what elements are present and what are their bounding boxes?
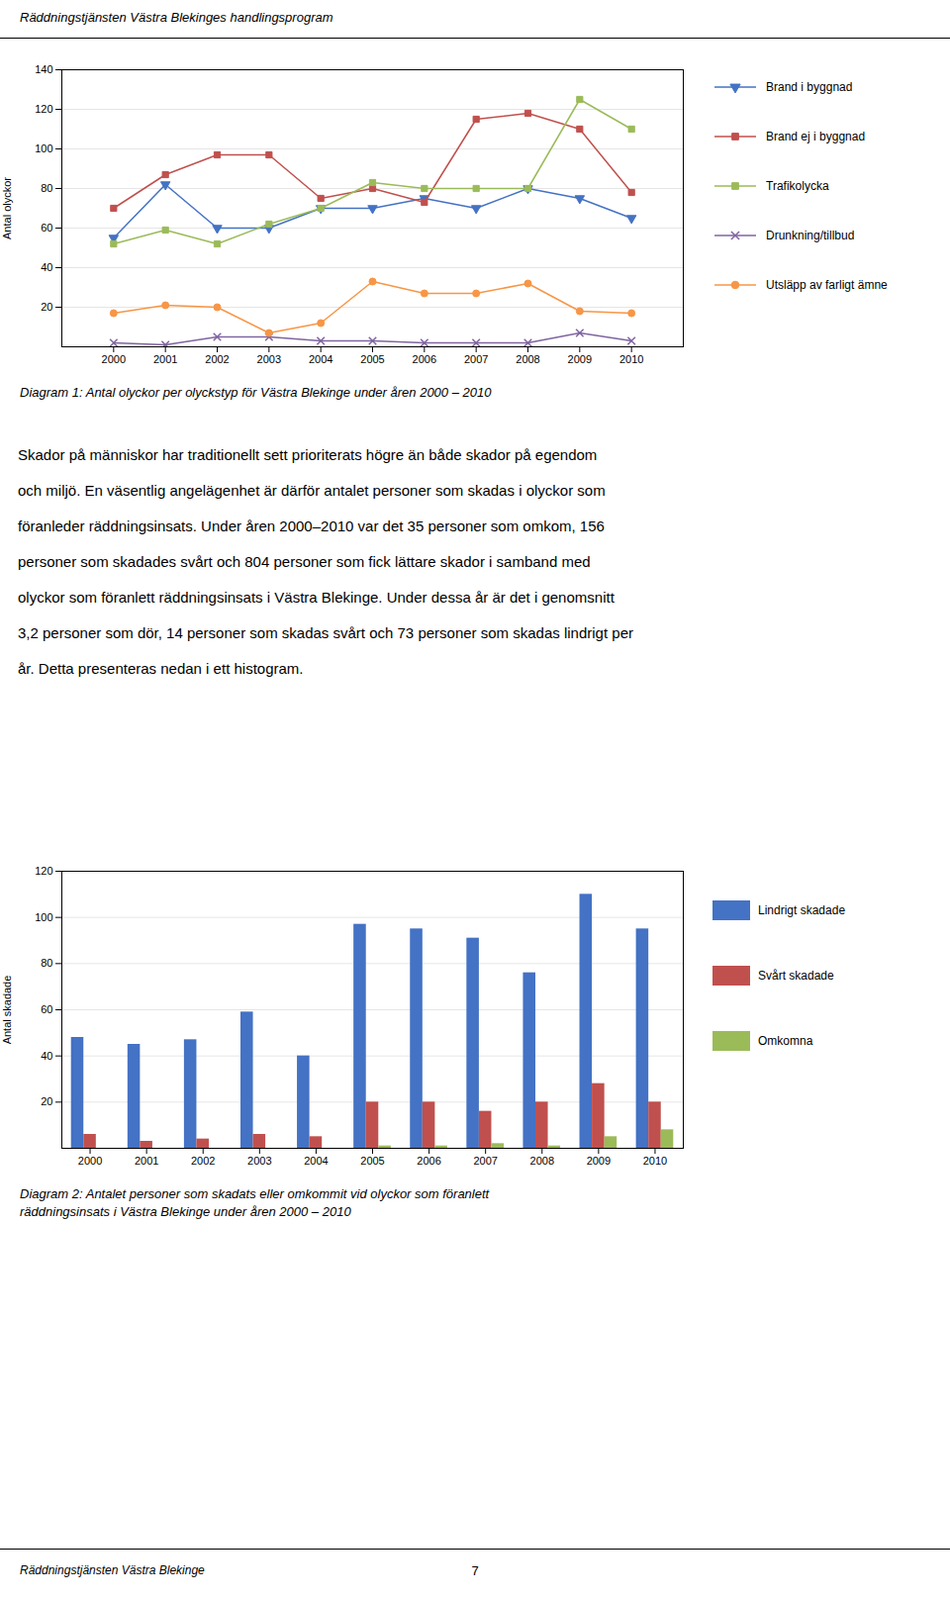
svg-text:20: 20	[40, 1095, 53, 1108]
svg-text:2006: 2006	[412, 353, 437, 366]
svg-text:2003: 2003	[257, 353, 282, 366]
svg-text:2002: 2002	[190, 1154, 215, 1167]
html-text:Trafikolycka: Trafikolycka	[765, 179, 829, 193]
svg-text:2005: 2005	[360, 1154, 384, 1167]
svg-text:60: 60	[40, 1003, 53, 1016]
html-text:Skador på människor har tradit: Skador på människor har traditionellt se…	[17, 446, 598, 464]
svg-text:2007: 2007	[464, 353, 488, 366]
html-text:Brand ej i byggnad: Brand ej i byggnad	[765, 129, 865, 144]
svg-text:60: 60	[40, 221, 53, 234]
svg-text:2001: 2001	[153, 353, 178, 366]
svg-text:2003: 2003	[247, 1154, 272, 1167]
html-text:föranleder räddningsinsats. Un: föranleder räddningsinsats. Under åren 2…	[17, 517, 605, 535]
html-text:3,2 personer som dör, 14 perso: 3,2 personer som dör, 14 personer som sk…	[17, 624, 634, 642]
html-text:Lindrigt skadade: Lindrigt skadade	[758, 903, 846, 918]
svg-text:2001: 2001	[134, 1154, 159, 1167]
svg-text:2004: 2004	[308, 353, 333, 366]
html-text:och miljö. En väsentlig angelä: och miljö. En väsentlig angelägenhet är …	[17, 481, 606, 499]
html-text:Utsläpp av farligt ämne: Utsläpp av farligt ämne	[765, 278, 888, 292]
svg-text:2000: 2000	[101, 353, 126, 366]
svg-text:2008: 2008	[515, 353, 540, 366]
svg-text:2009: 2009	[586, 1154, 611, 1167]
svg-text:2005: 2005	[360, 353, 384, 366]
html-text:Diagram 1: Antal olyckor per o: Diagram 1: Antal olyckor per olyckstyp f…	[19, 384, 492, 400]
html-text:7: 7	[471, 1563, 479, 1579]
html-text:Räddningstjänsten Västra Bleki: Räddningstjänsten Västra Blekinge	[19, 1563, 205, 1578]
svg-text:2004: 2004	[303, 1154, 328, 1167]
svg-text:2000: 2000	[78, 1154, 102, 1167]
svg-text:100: 100	[34, 911, 53, 924]
svg-text:Antal skadade: Antal skadade	[0, 975, 13, 1045]
svg-text:2008: 2008	[530, 1154, 555, 1167]
html-text:Diagram 2: Antalet personer so: Diagram 2: Antalet personer som skadats …	[19, 1186, 490, 1220]
html-text:Drunkning/tillbud: Drunkning/tillbud	[765, 228, 855, 243]
svg-text:2006: 2006	[416, 1154, 441, 1167]
svg-text:2010: 2010	[643, 1154, 667, 1167]
svg-text:2007: 2007	[473, 1154, 497, 1167]
html-text:Omkomna: Omkomna	[758, 1034, 813, 1048]
svg-text:120: 120	[34, 864, 53, 877]
svg-text:Antal olyckor: Antal olyckor	[0, 177, 13, 240]
html-text:år. Detta presenteras nedan i: år. Detta presenteras nedan i ett histog…	[17, 660, 304, 677]
html-text:Räddningstjänsten Västra Bleki: Räddningstjänsten Västra Blekinges handl…	[19, 9, 333, 25]
svg-text:40: 40	[40, 1049, 53, 1062]
svg-text:2002: 2002	[204, 353, 229, 366]
svg-text:140: 140	[34, 63, 53, 76]
html-text:olyckor som föranlett räddning: olyckor som föranlett räddningsinsats i …	[17, 588, 615, 606]
svg-text:80: 80	[40, 182, 53, 194]
svg-text:120: 120	[34, 102, 53, 115]
svg-text:20: 20	[40, 300, 53, 313]
svg-text:100: 100	[34, 142, 53, 155]
svg-text:40: 40	[40, 261, 53, 274]
svg-text:80: 80	[40, 956, 53, 969]
svg-text:2009: 2009	[568, 353, 592, 366]
svg-text:2010: 2010	[619, 353, 644, 366]
html-text:Svårt skadade: Svårt skadade	[758, 968, 834, 983]
html-text:personer som skadades svårt oc: personer som skadades svårt och 804 pers…	[17, 553, 591, 570]
html-text:Brand i byggnad: Brand i byggnad	[765, 80, 853, 95]
